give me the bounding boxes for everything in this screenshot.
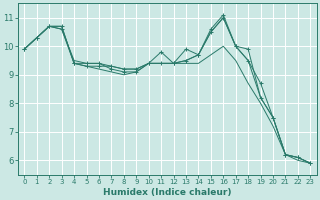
X-axis label: Humidex (Indice chaleur): Humidex (Indice chaleur) (103, 188, 232, 197)
